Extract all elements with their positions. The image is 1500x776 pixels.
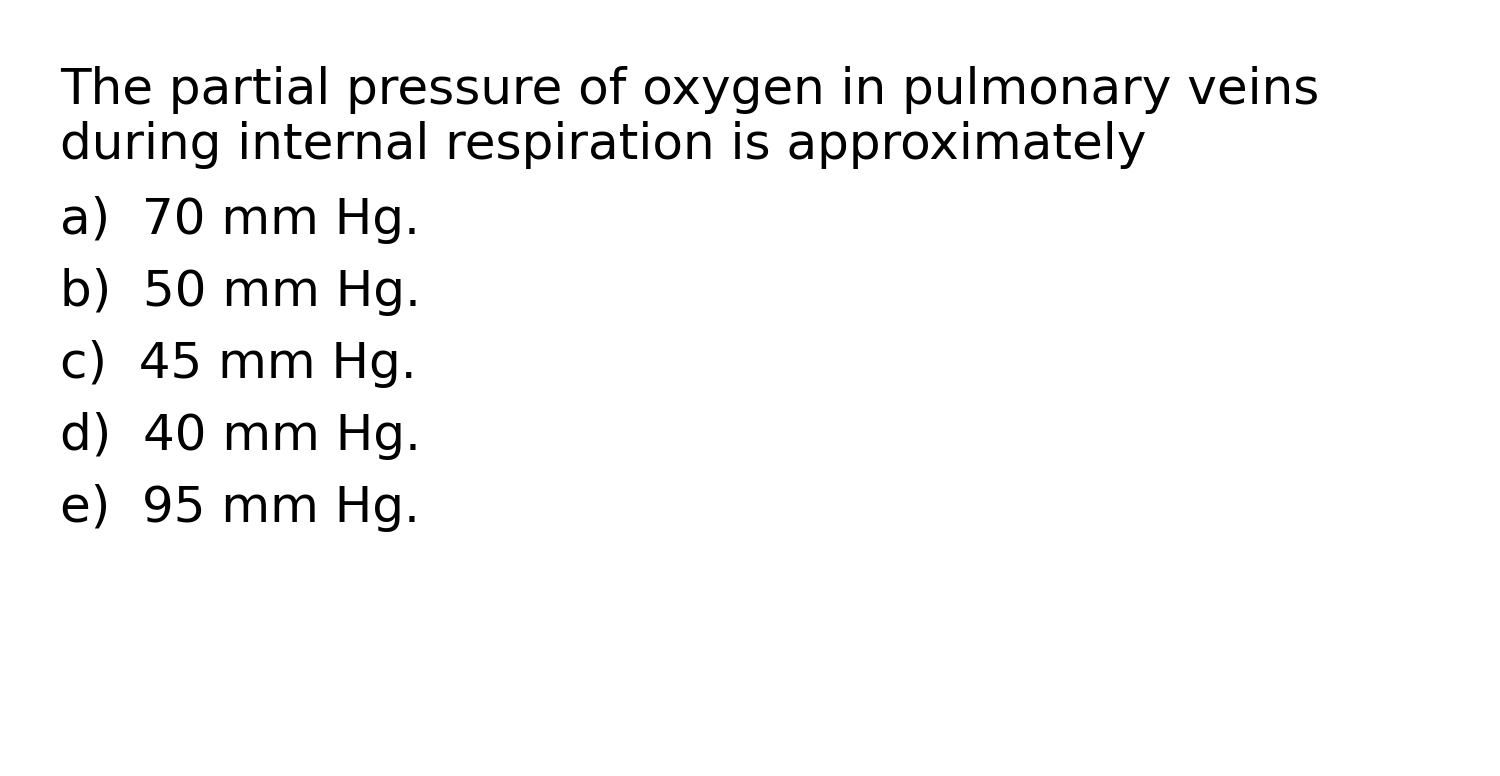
Text: d)  40 mm Hg.: d) 40 mm Hg. <box>60 412 422 460</box>
Text: c)  45 mm Hg.: c) 45 mm Hg. <box>60 340 417 388</box>
Text: b)  50 mm Hg.: b) 50 mm Hg. <box>60 268 422 316</box>
Text: a)  70 mm Hg.: a) 70 mm Hg. <box>60 196 420 244</box>
Text: The partial pressure of oxygen in pulmonary veins: The partial pressure of oxygen in pulmon… <box>60 66 1320 114</box>
Text: during internal respiration is approximately: during internal respiration is approxima… <box>60 121 1146 169</box>
Text: e)  95 mm Hg.: e) 95 mm Hg. <box>60 484 420 532</box>
